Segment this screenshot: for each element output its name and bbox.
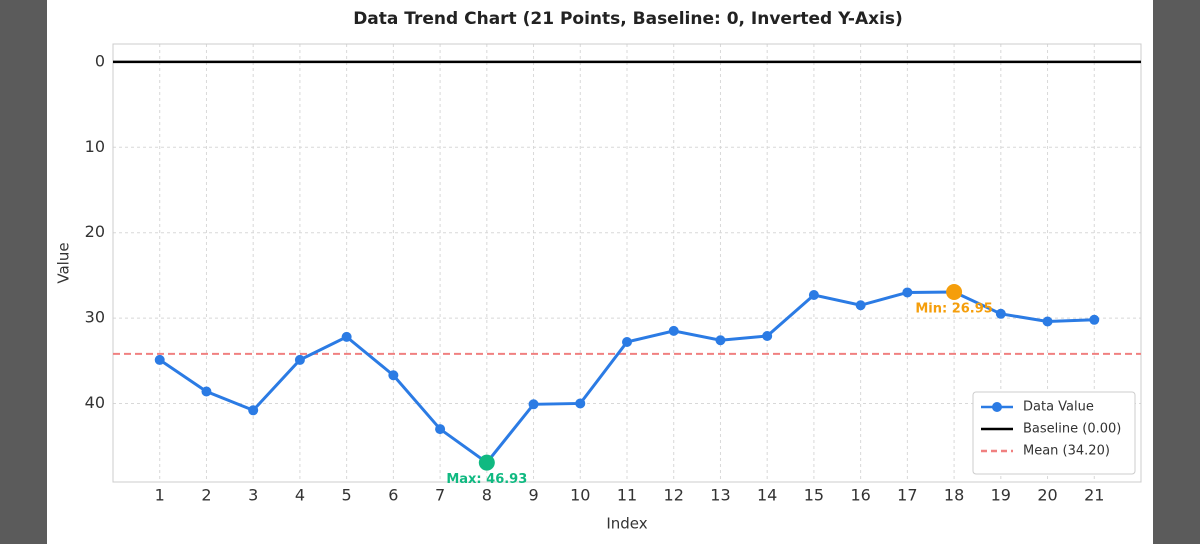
legend-label: Data Value — [1023, 400, 1094, 415]
data-point — [855, 300, 866, 311]
data-point — [715, 335, 726, 346]
y-axis-label: Value — [55, 242, 73, 283]
data-point — [201, 386, 212, 397]
legend-box — [972, 391, 1136, 475]
legend-label: Mean (34.20) — [1023, 444, 1110, 459]
legend-label: Baseline (0.00) — [1023, 422, 1121, 437]
y-tick-label: 10 — [85, 137, 105, 156]
x-tick-label: 3 — [248, 486, 258, 505]
y-tick-label: 20 — [85, 222, 105, 241]
extreme-point — [946, 284, 963, 301]
x-tick-label: 21 — [1084, 486, 1104, 505]
y-tick-label: 30 — [85, 308, 105, 327]
data-point — [622, 336, 632, 347]
x-tick-label: 6 — [388, 486, 398, 505]
y-tick-label: 40 — [85, 393, 105, 412]
x-tick-label: 16 — [850, 486, 870, 505]
data-point — [1089, 314, 1100, 325]
x-tick-label: 20 — [1037, 486, 1057, 505]
x-tick-label: 14 — [757, 486, 777, 505]
data-point — [341, 331, 352, 342]
annotation: Max: 46.93 — [446, 472, 527, 487]
x-tick-label: 9 — [528, 486, 538, 505]
data-point — [1042, 316, 1053, 327]
data-point — [294, 354, 305, 365]
x-tick-label: 15 — [804, 486, 824, 505]
data-point — [528, 399, 539, 410]
x-tick-label: 5 — [342, 486, 352, 505]
x-tick-label: 10 — [570, 486, 590, 505]
x-tick-label: 13 — [710, 486, 730, 505]
x-tick-label: 8 — [482, 486, 492, 505]
x-tick-label: 18 — [944, 486, 964, 505]
x-tick-label: 7 — [435, 486, 445, 505]
data-point — [154, 354, 165, 365]
data-point — [995, 308, 1006, 319]
data-point — [668, 325, 679, 336]
y-tick-label: 0 — [95, 51, 105, 70]
x-tick-label: 12 — [664, 486, 684, 505]
data-point — [902, 287, 913, 298]
x-tick-label: 1 — [155, 486, 165, 505]
data-point — [248, 405, 259, 416]
data-point — [435, 424, 446, 435]
data-point — [762, 331, 773, 341]
panel — [47, 0, 1153, 544]
x-tick-label: 2 — [201, 486, 211, 505]
plot-frame — [112, 43, 1142, 483]
data-point — [388, 370, 399, 381]
data-point — [575, 398, 586, 409]
legend-marker — [992, 402, 1002, 412]
chart-title: Data Trend Chart (21 Points, Baseline: 0… — [353, 9, 903, 29]
extreme-point — [478, 454, 495, 471]
x-axis-label: Index — [606, 515, 647, 533]
x-tick-label: 17 — [897, 486, 917, 505]
annotation: Min: 26.95 — [915, 302, 993, 317]
x-tick-label: 11 — [617, 486, 637, 505]
x-tick-label: 19 — [991, 486, 1011, 505]
x-tick-label: 4 — [295, 486, 305, 505]
data-point — [808, 290, 819, 301]
